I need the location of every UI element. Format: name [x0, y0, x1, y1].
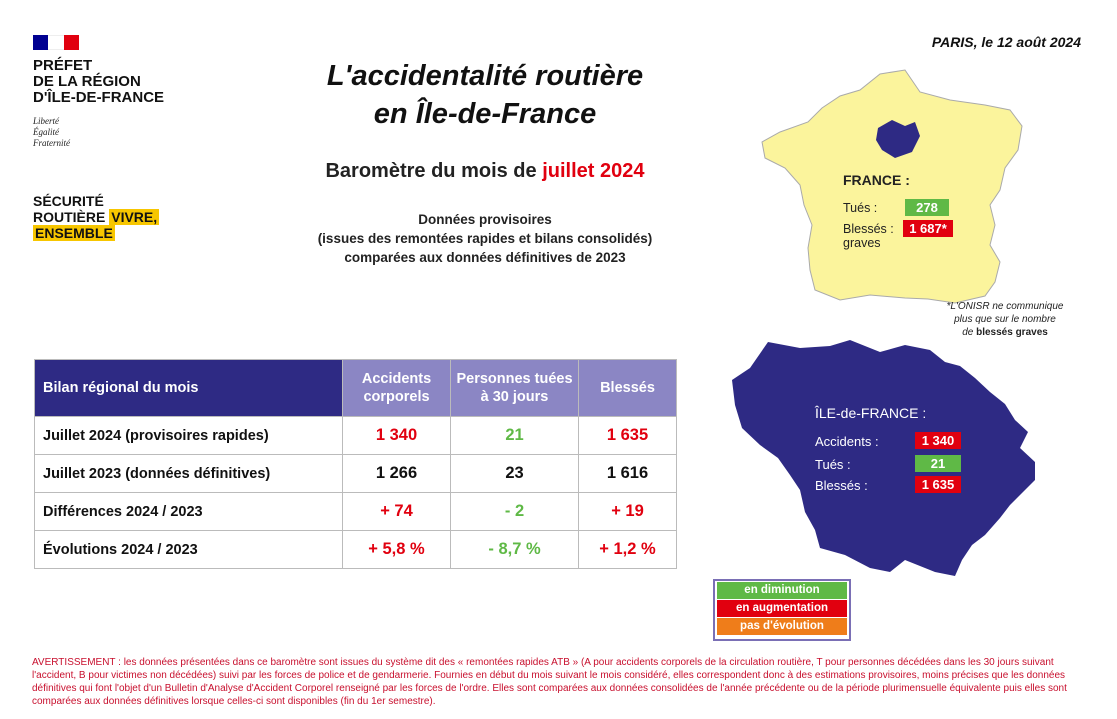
description: Données provisoires (issues des remontée…: [317, 212, 653, 265]
table-cell: 23: [450, 454, 579, 493]
table-row: Juillet 2024 (provisoires rapides) 1 340…: [34, 416, 677, 455]
france-blesses-label: Blessés :: [843, 222, 894, 236]
legend-item-decrease: en diminution: [717, 582, 847, 599]
table-cell: + 1,2 %: [578, 530, 677, 569]
table-cell: + 5,8 %: [342, 530, 451, 569]
row-label: Juillet 2023 (données définitives): [34, 454, 343, 493]
idf-blesses-value: 1 635: [915, 476, 961, 493]
idf-map: [732, 340, 1035, 576]
securite-routiere-logo: SÉCURITÉ ROUTIÈRE VIVRE, ENSEMBLE: [33, 193, 160, 241]
legend: en diminution en augmentation pas d'évol…: [713, 579, 851, 641]
table-cell: 1 266: [342, 454, 451, 493]
idf-label: ÎLE-de-FRANCE :: [815, 405, 927, 421]
devise: Liberté Égalité Fraternité: [33, 116, 70, 148]
table-header: Blessés: [578, 359, 677, 417]
page-subtitle: Baromètre du mois de juillet 2024: [325, 160, 645, 182]
table-cell: 1 635: [578, 416, 677, 455]
dateline: PARIS, le 12 août 2024: [931, 34, 1081, 50]
table-header: Personnes tuées à 30 jours: [450, 359, 579, 417]
table-row: Juillet 2023 (données définitives) 1 266…: [34, 454, 677, 493]
france-tues-label: Tués :: [843, 201, 878, 215]
idf-accidents-label: Accidents :: [815, 434, 879, 449]
page-title: L'accidentalité routière en Île-de-Franc…: [326, 60, 644, 130]
row-label: Juillet 2024 (provisoires rapides): [34, 416, 343, 455]
idf-region-mini: [876, 120, 920, 158]
warning-text: AVERTISSEMENT : les données présentées d…: [32, 657, 1067, 707]
legend-item-increase: en augmentation: [717, 600, 847, 617]
idf-blesses-label: Blessés :: [815, 478, 868, 493]
france-label: FRANCE :: [843, 172, 910, 188]
table-cell: 21: [450, 416, 579, 455]
table-cell: + 19: [578, 492, 677, 531]
row-label: Évolutions 2024 / 2023: [34, 530, 343, 569]
france-tues-value: 278: [905, 199, 949, 216]
france-graves-label: graves: [843, 236, 881, 250]
table-cell: 1 616: [578, 454, 677, 493]
idf-tues-value: 21: [915, 455, 961, 472]
idf-tues-label: Tués :: [815, 457, 851, 472]
table-row: Évolutions 2024 / 2023 + 5,8 % - 8,7 % +…: [34, 530, 677, 569]
legend-item-no-change: pas d'évolution: [717, 618, 847, 635]
france-map: [761, 69, 1023, 304]
republique-flag-logo: [33, 35, 79, 50]
bilan-table: Bilan régional du mois Accidents corpore…: [34, 359, 677, 569]
table-header-row: Bilan régional du mois Accidents corpore…: [34, 359, 677, 417]
idf-accidents-value: 1 340: [915, 432, 961, 449]
prefecture-name: PRÉFET DE LA RÉGION D'ÎLE-DE-FRANCE: [33, 57, 165, 106]
table-header: Bilan régional du mois: [34, 359, 343, 417]
onisr-note: *L'ONISR ne communique plus que sur le n…: [946, 301, 1064, 338]
france-blesses-value: 1 687*: [903, 220, 953, 237]
row-label: Différences 2024 / 2023: [34, 492, 343, 531]
